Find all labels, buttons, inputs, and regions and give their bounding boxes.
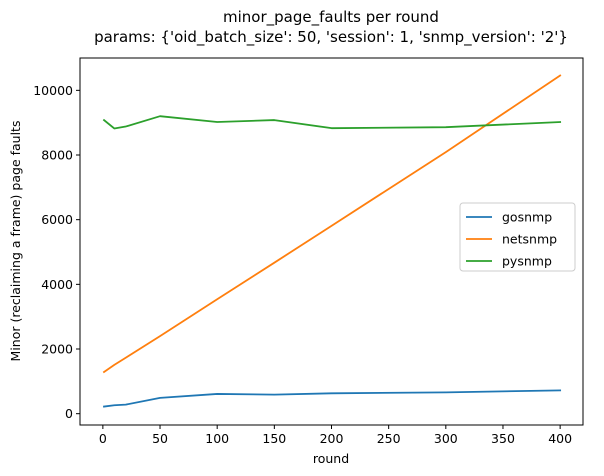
x-tick-label: 100 [205, 431, 229, 446]
legend: gosnmp netsnmp pysnmp [459, 202, 576, 272]
plot-frame [79, 57, 584, 426]
legend-label-pysnmp: pysnmp [502, 254, 552, 269]
y-tick-label: 2000 [41, 342, 73, 357]
x-tick-label: 350 [491, 431, 515, 446]
x-tick-label: 200 [320, 431, 344, 446]
legend-box [459, 202, 576, 272]
x-tick-label: 150 [262, 431, 286, 446]
y-tick-label: 6000 [41, 212, 73, 227]
y-tick-label: 0 [65, 406, 73, 421]
chart-title: minor_page_faults per round [223, 8, 439, 27]
legend-label-netsnmp: netsnmp [502, 232, 557, 247]
series-line-netsnmp [102, 74, 562, 374]
y-tick-label: 4000 [41, 277, 73, 292]
x-axis-ticks: 0 50 100 150 200 250 300 350 400 [99, 425, 572, 446]
x-axis-label: round [313, 451, 349, 466]
chart-subtitle: params: {'oid_batch_size': 50, 'session'… [94, 28, 568, 47]
x-tick-label: 300 [434, 431, 458, 446]
series-line-pysnmp [102, 115, 562, 130]
x-tick-label: 50 [152, 431, 168, 446]
x-tick-label: 0 [99, 431, 107, 446]
series-line-gosnmp [103, 389, 562, 408]
y-tick-label: 8000 [41, 148, 73, 163]
legend-label-gosnmp: gosnmp [502, 210, 552, 225]
x-tick-label: 400 [548, 431, 572, 446]
plot-series [102, 74, 562, 408]
y-axis-label: Minor (reclaiming a frame) page faults [8, 121, 23, 362]
y-tick-label: 10000 [33, 83, 73, 98]
y-axis-ticks: 0 2000 4000 6000 8000 10000 [33, 83, 80, 421]
x-tick-label: 250 [377, 431, 401, 446]
